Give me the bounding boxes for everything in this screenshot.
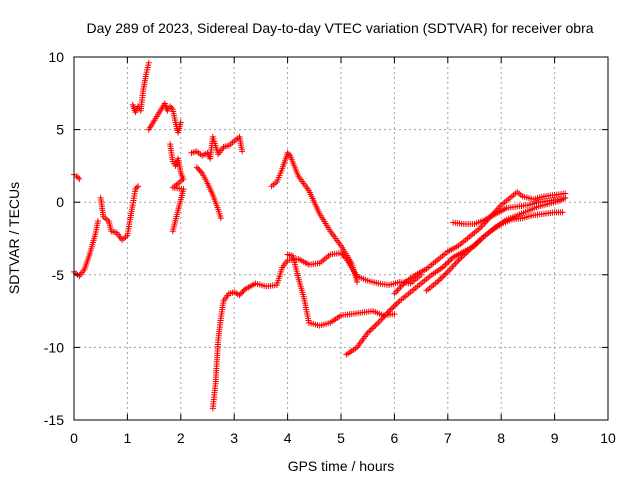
y-axis-label: SDTVAR / TECUs [6, 182, 22, 294]
data-point [95, 218, 102, 225]
y-tick-label: 5 [56, 122, 64, 138]
data-point [372, 322, 379, 329]
data-point [392, 302, 399, 309]
data-point [196, 167, 203, 174]
x-axis-label: GPS time / hours [288, 458, 395, 474]
data-point [440, 273, 447, 280]
x-tick-label: 2 [177, 430, 185, 446]
data-point [395, 299, 402, 306]
data-point [390, 303, 397, 310]
data-point [370, 324, 377, 331]
data-point [237, 290, 244, 297]
data-point [217, 215, 224, 222]
x-tick-label: 3 [230, 430, 238, 446]
data-point [167, 103, 174, 110]
data-point [197, 168, 204, 175]
axis-ticks: 0 1 2 3 4 5 6 7 8 9 10 10 5 0 -5 -10 -15 [44, 49, 616, 446]
data-point [437, 276, 444, 283]
data-point [389, 305, 396, 312]
data-point [73, 173, 80, 180]
data-point [239, 148, 246, 155]
data-point [391, 311, 398, 318]
data-point [435, 277, 442, 284]
x-tick-label: 8 [497, 430, 505, 446]
data-point [285, 151, 292, 158]
data-point [444, 260, 451, 267]
data-point [240, 287, 247, 294]
data-point [369, 325, 376, 332]
data-point [443, 270, 450, 277]
x-tick-label: 5 [337, 430, 345, 446]
data-point [367, 326, 374, 333]
data-point [236, 292, 243, 299]
data-point [366, 328, 373, 335]
x-tick-label: 4 [284, 430, 292, 446]
data-markers [71, 59, 569, 412]
data-point [393, 300, 400, 307]
x-tick-label: 6 [391, 430, 399, 446]
data-point [132, 186, 139, 193]
grid [74, 57, 608, 420]
data-point [559, 209, 566, 216]
y-tick-label: 0 [56, 194, 64, 210]
y-tick-label: 10 [48, 49, 64, 65]
data-point [284, 149, 291, 156]
data-point [195, 165, 202, 172]
x-tick-label: 1 [124, 430, 132, 446]
data-point [133, 184, 140, 191]
data-point [354, 279, 361, 286]
data-point [193, 164, 200, 171]
x-tick-label: 9 [551, 430, 559, 446]
data-point [562, 190, 569, 197]
data-point [177, 119, 184, 126]
data-point [75, 174, 82, 181]
x-tick-label: 0 [70, 430, 78, 446]
data-point [169, 228, 176, 235]
data-point [445, 258, 452, 265]
chart-title: Day 289 of 2023, Sidereal Day-to-day VTE… [86, 20, 593, 36]
data-point [168, 104, 175, 111]
x-tick-label: 10 [600, 430, 616, 446]
data-point [76, 175, 83, 182]
data-point [145, 59, 152, 66]
x-tick-label: 7 [444, 430, 452, 446]
data-point [441, 271, 448, 278]
y-tick-label: -10 [44, 339, 64, 355]
data-point [239, 289, 246, 296]
data-point [135, 183, 142, 190]
data-point [556, 196, 563, 203]
y-tick-label: -5 [52, 267, 65, 283]
y-tick-label: -15 [44, 412, 64, 428]
data-point [438, 274, 445, 281]
data-point [373, 321, 380, 328]
data-point [440, 263, 447, 270]
